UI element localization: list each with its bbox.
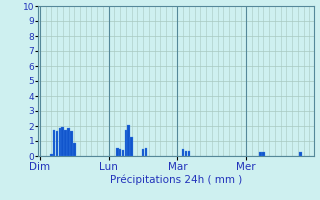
Bar	[142, 149, 144, 156]
Bar	[116, 148, 118, 156]
Bar	[185, 151, 187, 156]
Bar	[50, 154, 52, 156]
Bar	[73, 143, 76, 156]
X-axis label: Précipitations 24h ( mm ): Précipitations 24h ( mm )	[110, 174, 242, 185]
Bar	[59, 128, 61, 156]
Bar	[182, 149, 184, 156]
Bar	[259, 152, 262, 156]
Bar	[127, 125, 130, 156]
Bar	[145, 148, 147, 156]
Bar	[67, 128, 70, 156]
Bar	[300, 152, 302, 156]
Bar	[262, 152, 265, 156]
Bar	[70, 131, 73, 156]
Bar	[53, 130, 55, 156]
Bar	[119, 149, 121, 156]
Bar	[130, 137, 133, 156]
Bar	[61, 127, 64, 156]
Bar	[64, 130, 67, 156]
Bar	[56, 131, 58, 156]
Bar	[188, 151, 190, 156]
Bar	[124, 130, 127, 156]
Bar	[122, 150, 124, 156]
